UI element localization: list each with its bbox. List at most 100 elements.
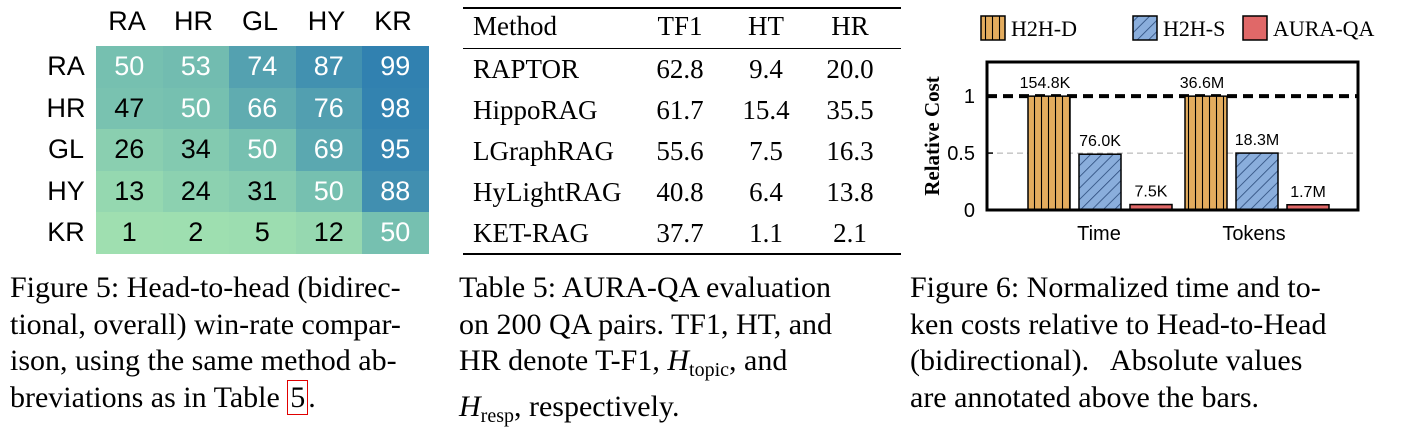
table-top-rule (463, 7, 901, 9)
heatmap-cell: 31 (229, 170, 296, 212)
heatmap-cell: 34 (162, 129, 229, 171)
heatmap-cell: 69 (295, 129, 362, 171)
math-subscript: resp (480, 404, 514, 427)
heatmap-cell: 13 (96, 170, 163, 212)
table-5: Method TF1 HT HR RAPTOR 62.8 9.4 20.0 HippoRAG 61… (463, 0, 903, 441)
heatmap-col-label: HY (307, 6, 346, 36)
heatmap-row-label: GL (47, 134, 85, 164)
heatmap-cell: 98 (362, 87, 429, 129)
caption-line: tional, overall) win-rate compar- (10, 307, 401, 341)
y-tick-label: 0.5 (947, 143, 975, 165)
plot-frame (985, 60, 1360, 212)
table-header-cell: HR (831, 11, 869, 41)
heatmap-cell: 50 (295, 170, 362, 212)
heatmap-cell: 50 (362, 212, 429, 254)
caption-period: . (308, 380, 316, 414)
heatmap-cell: 24 (162, 170, 229, 212)
legend-swatch (980, 15, 1006, 41)
table-mid-rule (463, 48, 901, 50)
heatmap-cell: 95 (362, 129, 429, 171)
heatmap-row-label: HR (46, 92, 86, 123)
table-cell: 16.3 (826, 136, 874, 166)
table-5-caption: Table 5: AURA-QA evaluation on 200 QA pa… (459, 270, 832, 434)
heatmap-cell: 53 (162, 46, 229, 88)
x-category-label: Tokens (1222, 223, 1285, 245)
heatmap-cell: 87 (295, 46, 362, 88)
legend-swatch (1242, 15, 1268, 41)
chart-axes: 0 0.5 1 Relative Cost Time Tokens (920, 60, 1360, 245)
legend-label: AURA-QA (1273, 16, 1375, 41)
heatmap-cell: 76 (295, 87, 362, 129)
heatmap-cell: 5 (229, 212, 296, 254)
caption-line: breviations as in Table 5. (10, 379, 401, 417)
caption-line: (bidirectional). Absolute values (910, 344, 1303, 377)
bar-value-label: 76.0K (1079, 133, 1121, 150)
math-subscript: topic (689, 359, 730, 381)
table-cell: 55.6 (656, 136, 704, 166)
heatmap-cell: 1 (96, 212, 163, 254)
caption-line: are annotated above the bars. (910, 380, 1259, 414)
figure-6-bar-chart: H2H-D H2H-S AURA-QA 154.8K 76.0K 7.5K 36.6M 18… (920, 15, 1375, 245)
heatmap-cell: 88 (362, 170, 429, 212)
table-5-reference-link[interactable]: 5 (287, 379, 309, 415)
table-cell: 40.8 (656, 177, 704, 207)
heatmap-cell: 50 (229, 129, 296, 171)
table-cell: HippoRAG (473, 95, 598, 125)
caption-line: Figure 5: Head-to-head (bidirec- (10, 271, 401, 304)
caption-text: , and (729, 344, 788, 377)
table-header-cell: Method (473, 11, 557, 41)
heatmap-cell: 99 (362, 46, 429, 88)
bar-value-label: 36.6M (1180, 75, 1224, 92)
caption-line: Table 5: AURA-QA evaluation (459, 271, 831, 304)
heatmap-col-label: KR (374, 6, 412, 36)
bar (1184, 95, 1228, 211)
table-cell: 15.4 (742, 95, 790, 125)
caption-line: ison, using the same method ab- (10, 344, 397, 377)
caption-line: on 200 QA pairs. TF1, HT, and (459, 307, 833, 341)
heatmap-cell: 50 (162, 87, 229, 129)
bar-value-label: 154.8K (1020, 75, 1071, 92)
table-cell: RAPTOR (473, 54, 580, 84)
legend-label: H2H-S (1163, 16, 1225, 41)
heatmap-col-label: HR (174, 6, 213, 36)
heatmap-col-label: GL (241, 6, 279, 36)
math-symbol: H (459, 389, 481, 423)
table-cell: 13.8 (826, 177, 874, 207)
heatmap-cell: 66 (229, 87, 296, 129)
table-cell: LGraphRAG (473, 136, 614, 166)
bar-value-label: 18.3M (1235, 132, 1279, 149)
caption-text: , respectively. (514, 389, 680, 423)
heatmap-cell: 12 (295, 212, 362, 254)
caption-line: Figure 6: Normalized time and to- (910, 271, 1321, 304)
caption-text: HR denote T-F1, (459, 344, 660, 377)
heatmap-row-label: HY (47, 175, 85, 206)
table-cell: 62.8 (656, 54, 704, 84)
bar (1078, 153, 1122, 211)
chart-legend: H2H-D H2H-S AURA-QA (980, 15, 1375, 41)
table-bottom-rule (463, 253, 901, 255)
table-cell: 37.7 (656, 218, 704, 248)
bar-value-label: 7.5K (1135, 184, 1168, 201)
math-symbol: H (667, 344, 690, 377)
table-cell: 35.5 (826, 95, 874, 125)
heatmap-cell: 26 (96, 129, 163, 171)
legend-label: H2H-D (1011, 16, 1077, 41)
caption-line: HR denote T-F1, Htopic, and (459, 343, 832, 389)
figure-5-caption: Figure 5: Head-to-head (bidirec- tional,… (10, 270, 401, 416)
heatmap-cell: 47 (96, 87, 163, 129)
heatmap-cell: 74 (229, 46, 296, 88)
table-cell: 2.1 (833, 218, 867, 248)
table-cell: 7.5 (749, 136, 783, 166)
legend-swatch (1132, 15, 1158, 41)
heatmap-col-label: RA (108, 6, 146, 36)
table-header-cell: TF1 (657, 11, 703, 41)
y-tick-label: 0 (964, 200, 975, 222)
heatmap-cell: 2 (162, 212, 229, 254)
y-axis-label: Relative Cost (920, 76, 944, 196)
table-cell: 61.7 (656, 95, 704, 125)
chart-bars: 154.8K 76.0K 7.5K 36.6M 18.3M 1.7M (1020, 75, 1330, 211)
table-cell: KET-RAG (473, 218, 590, 248)
bar (1235, 152, 1279, 211)
bar-value-label: 1.7M (1290, 184, 1326, 201)
heatmap-row-label: RA (47, 51, 85, 81)
